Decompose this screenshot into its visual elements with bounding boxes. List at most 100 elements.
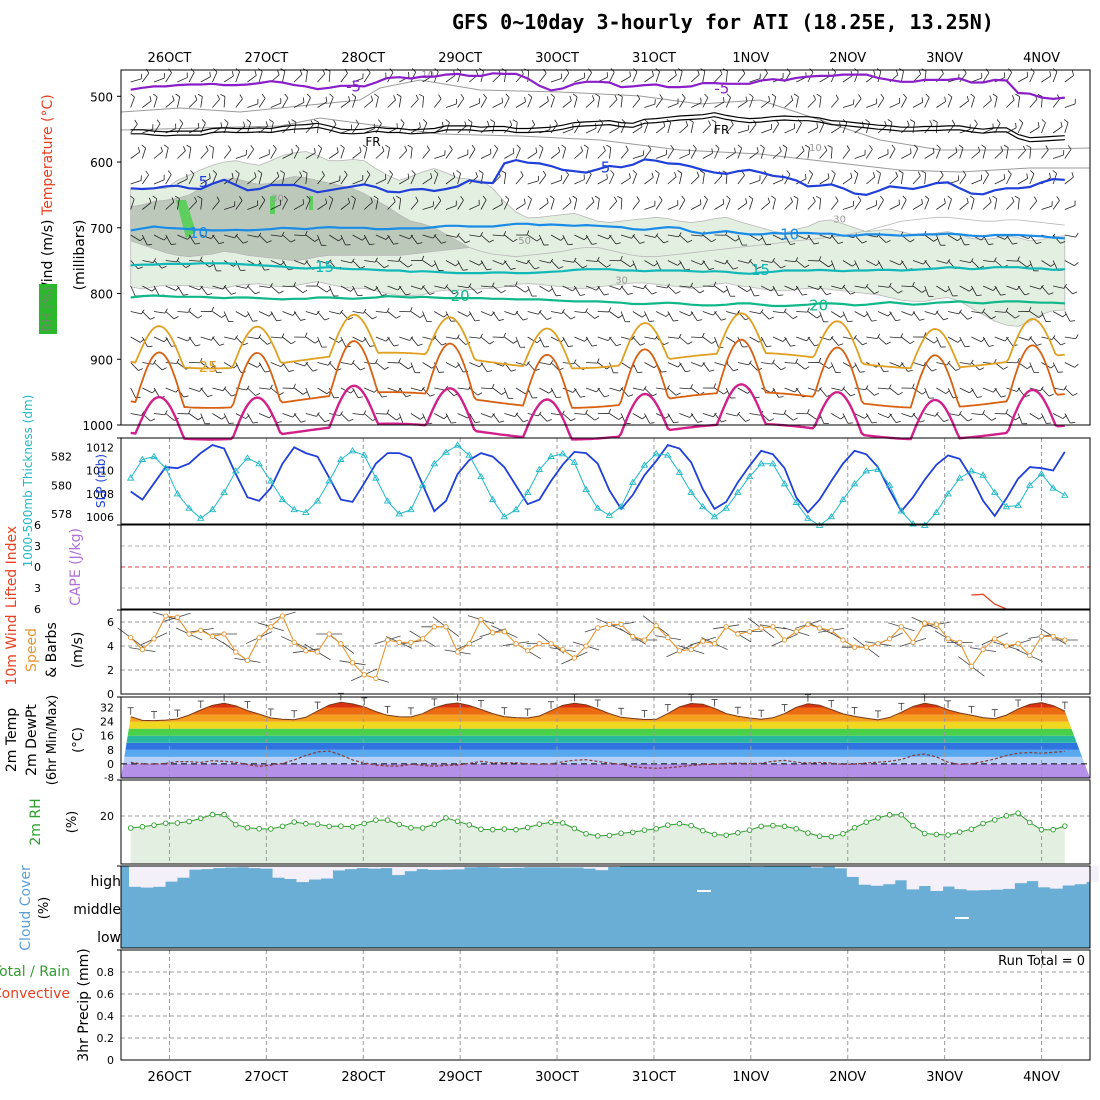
wind-barb — [387, 174, 393, 185]
wind-barb — [223, 149, 232, 159]
wind-barb-flag — [149, 96, 152, 102]
wind-barb — [527, 97, 533, 108]
wind-barb-flag — [1026, 365, 1032, 370]
wind-barb — [971, 387, 978, 398]
x-tick-label-top: 31OCT — [632, 51, 676, 66]
wind-barb — [457, 154, 469, 159]
wind-barb — [177, 311, 189, 313]
wind-barb — [562, 128, 574, 134]
wind-barb-flag — [510, 369, 516, 372]
x-tick-label-bottom: 27OCT — [244, 1070, 288, 1085]
rh-marker — [735, 830, 741, 836]
wind-barb — [480, 234, 490, 243]
wind-barb-flag — [257, 170, 263, 174]
wind-barb — [445, 122, 450, 134]
wind-barb — [480, 413, 492, 418]
chart-title: GFS 0~10day 3-hourly for ATI (18.25E, 13… — [452, 10, 994, 34]
axis-label-part: & Barbs — [44, 622, 60, 678]
wind-barb — [854, 98, 862, 108]
wind-barb — [492, 203, 503, 210]
wind-speed-marker — [525, 648, 531, 654]
thickness-marker — [278, 495, 287, 503]
wind-barb — [831, 311, 841, 318]
high-cloud-gap — [392, 866, 405, 876]
wind-barb-flag — [846, 145, 850, 150]
wind-barb-flag — [897, 290, 903, 294]
wind-barb — [690, 175, 700, 185]
wind-barb-flag — [934, 310, 939, 315]
wind-barb — [492, 148, 499, 159]
wind-barb-flag — [433, 170, 439, 174]
wind-barb — [854, 285, 866, 289]
rh-marker — [933, 831, 940, 838]
li-tick-label: 6 — [34, 603, 41, 616]
thickness-marker — [617, 502, 625, 510]
wind-barb — [830, 98, 839, 108]
wind-barb-flag — [264, 269, 270, 271]
x-tick-label-top: 3NOV — [926, 51, 963, 66]
high-cloud-gap — [416, 866, 429, 870]
wind-barb — [679, 260, 686, 271]
wind-barb — [410, 285, 422, 290]
wind-barb — [620, 177, 631, 185]
wind-barb-flag — [1049, 71, 1052, 77]
wind-barb-flag — [160, 146, 163, 152]
wind-barb — [889, 122, 893, 134]
wind-barb — [223, 311, 229, 322]
wind-barb — [574, 260, 583, 269]
wind-barb-flag — [1017, 357, 1020, 363]
wind-barb — [445, 234, 457, 238]
wind-barb — [387, 234, 394, 245]
wind-barb-flag — [224, 119, 229, 124]
wind-barb — [679, 173, 683, 185]
wind-barb — [328, 198, 334, 210]
thickness-marker — [874, 465, 882, 472]
wind-barb-flag — [687, 341, 693, 345]
wind-barb — [422, 234, 434, 239]
wind-speed-marker — [863, 644, 869, 650]
axis-label-part: Wind (m/s) — [40, 220, 56, 296]
wind-barb-flag — [617, 196, 623, 199]
wind-barb-flag — [826, 292, 832, 296]
wind-barb-flag — [976, 396, 982, 398]
wind-barb — [947, 336, 958, 343]
wind-barb — [959, 413, 968, 422]
wind-barb — [667, 149, 675, 159]
wind-speed-marker — [711, 640, 718, 647]
wind-barb — [1017, 122, 1024, 134]
wind-barb — [410, 387, 422, 392]
wind-barb-flag — [865, 119, 870, 123]
wind-barb — [539, 202, 549, 210]
wind-barb — [445, 362, 456, 368]
high-cloud-gap — [906, 866, 920, 890]
wind-barb — [188, 127, 200, 134]
rh-marker — [968, 826, 975, 832]
wind-barb-flag — [336, 147, 339, 153]
wind-barb — [924, 97, 930, 108]
wind-barb — [1064, 336, 1076, 340]
wind-barb-flag — [557, 146, 561, 152]
wind-barb-flag — [279, 392, 284, 396]
wind-barb-flag — [243, 121, 246, 127]
wind-barb-flag — [1005, 307, 1009, 313]
thickness-marker — [955, 474, 964, 481]
wind-barb — [515, 311, 524, 321]
wind-barb — [831, 387, 843, 391]
wind-barb — [982, 387, 994, 393]
wind-barb-flag — [362, 144, 368, 149]
wind-barb-flag — [708, 268, 715, 270]
wind-barb — [398, 413, 404, 424]
temp-band — [121, 742, 1090, 750]
wind-barb — [877, 260, 884, 271]
wind-barb-flag — [340, 144, 345, 149]
wind-barb-flag — [816, 93, 822, 97]
wind-barb — [457, 413, 468, 419]
wind-barb-flag — [378, 119, 382, 124]
wind-ylabel-text: 10m Wind — [4, 614, 20, 685]
wind-barb-flag — [793, 195, 799, 199]
wind-barb-flag — [498, 319, 504, 321]
wind-barb — [165, 201, 175, 210]
wind-barb — [971, 179, 982, 185]
wind-barb-flag — [644, 119, 649, 123]
wind-barb — [387, 387, 399, 393]
